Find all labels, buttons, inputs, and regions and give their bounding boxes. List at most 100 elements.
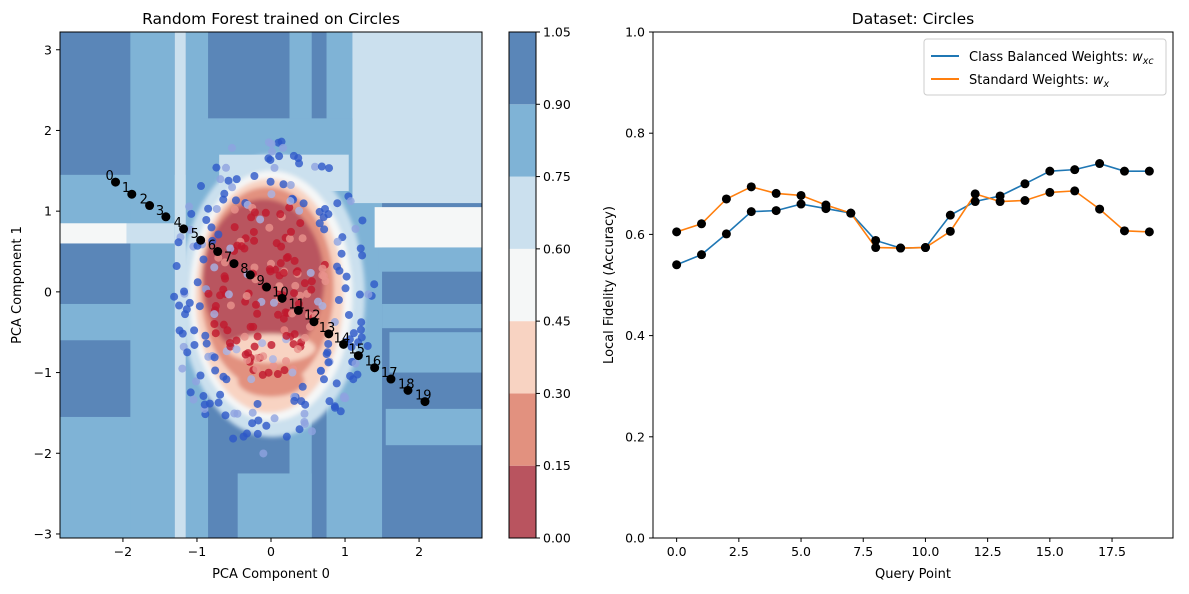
query-label-14: 14 xyxy=(334,331,351,346)
query-point-5 xyxy=(196,235,206,245)
sample-point xyxy=(202,216,211,225)
sample-point xyxy=(232,345,241,354)
query-point-10 xyxy=(277,293,287,303)
sample-point xyxy=(268,355,277,364)
sample-point xyxy=(349,375,358,384)
contour-band xyxy=(60,416,138,538)
sample-point xyxy=(349,329,358,338)
sample-point xyxy=(200,400,209,409)
sample-point xyxy=(311,162,320,171)
colorbar-tick-label: 0.60 xyxy=(543,241,571,256)
sample-point xyxy=(224,290,233,299)
right-x-tick-label: 2.5 xyxy=(729,544,749,559)
sample-point xyxy=(226,301,235,310)
series-0-point xyxy=(1045,166,1055,176)
query-label-12: 12 xyxy=(304,309,321,324)
sample-point xyxy=(266,177,275,186)
sample-point xyxy=(230,223,239,232)
query-label-2: 2 xyxy=(140,193,148,208)
query-label-4: 4 xyxy=(174,216,182,231)
colorbar: 0.00 0.15 0.30 0.45 0.60 0.75 0.90 1.05 xyxy=(508,25,571,546)
sample-point xyxy=(196,371,205,380)
colorbar-segment xyxy=(509,32,536,105)
query-label-16: 16 xyxy=(365,355,382,370)
sample-point xyxy=(207,223,216,232)
sample-point xyxy=(228,183,237,192)
right-x-tick-label: 0.0 xyxy=(667,544,687,559)
sample-point xyxy=(316,366,325,375)
sample-point xyxy=(334,295,343,304)
left-x-tick-label: 2 xyxy=(415,544,423,559)
sample-point xyxy=(256,215,265,224)
series-1-point xyxy=(746,182,756,192)
contour-band xyxy=(378,247,482,272)
sample-point xyxy=(221,411,230,420)
sample-point xyxy=(277,242,286,251)
sample-point xyxy=(267,190,276,199)
sample-point xyxy=(340,392,349,401)
sample-point xyxy=(290,289,299,298)
left-y-tick-label: −2 xyxy=(34,446,52,461)
sample-point xyxy=(181,310,190,319)
right-plot-frame xyxy=(652,31,1174,539)
sample-point xyxy=(252,364,261,373)
sample-point xyxy=(333,199,342,208)
sample-point xyxy=(185,202,194,211)
series-1-point xyxy=(1070,186,1080,196)
sample-point xyxy=(318,301,327,310)
sample-point xyxy=(247,375,256,384)
sample-point xyxy=(264,154,273,163)
sample-point xyxy=(270,163,279,172)
sample-point xyxy=(273,370,282,379)
series-0-point xyxy=(1020,179,1030,189)
sample-point xyxy=(370,280,379,289)
sample-point xyxy=(258,370,267,379)
sample-point xyxy=(280,366,289,375)
sample-point xyxy=(190,340,199,349)
sample-point xyxy=(225,338,234,347)
right-x-tick-label: 7.5 xyxy=(853,544,873,559)
left-y-tick-label: 3 xyxy=(44,42,52,57)
sample-point xyxy=(242,292,251,301)
query-point-3 xyxy=(161,212,171,222)
series-0-point xyxy=(1095,159,1105,169)
query-point-11 xyxy=(293,305,303,315)
series-1-point xyxy=(1095,204,1105,214)
sample-point xyxy=(290,330,299,339)
sample-point xyxy=(186,388,195,397)
left-y-tick-label: 0 xyxy=(44,284,52,299)
sample-point xyxy=(178,364,187,373)
sample-point xyxy=(292,268,301,277)
series-1-point xyxy=(945,226,955,236)
sample-point xyxy=(239,432,248,441)
query-label-9: 9 xyxy=(257,274,265,289)
decision-surface xyxy=(60,32,482,538)
sample-point xyxy=(264,138,273,147)
query-label-18: 18 xyxy=(398,377,415,392)
sample-point xyxy=(212,163,221,172)
sample-point xyxy=(195,302,204,311)
sample-point xyxy=(301,400,310,409)
sample-point xyxy=(346,197,355,206)
series-0-point xyxy=(1144,166,1154,176)
sample-point xyxy=(356,244,365,253)
sample-point xyxy=(293,345,302,354)
sample-point xyxy=(220,258,229,267)
colorbar-segment xyxy=(509,248,536,322)
sample-point xyxy=(180,287,189,296)
query-point-18 xyxy=(403,385,413,395)
sample-point xyxy=(253,332,262,341)
sample-point xyxy=(192,377,201,386)
sample-point xyxy=(299,199,308,208)
sample-point xyxy=(282,331,291,340)
sample-point xyxy=(211,329,220,338)
sample-point xyxy=(358,216,367,225)
right-y-tick-label: 0.0 xyxy=(625,531,645,546)
legend: Class Balanced Weights: wxc Standard Wei… xyxy=(923,38,1167,96)
sample-point xyxy=(300,419,309,428)
sample-point xyxy=(330,318,339,327)
contour-band xyxy=(385,408,482,446)
query-point-16 xyxy=(370,363,380,373)
query-label-8: 8 xyxy=(240,262,248,277)
